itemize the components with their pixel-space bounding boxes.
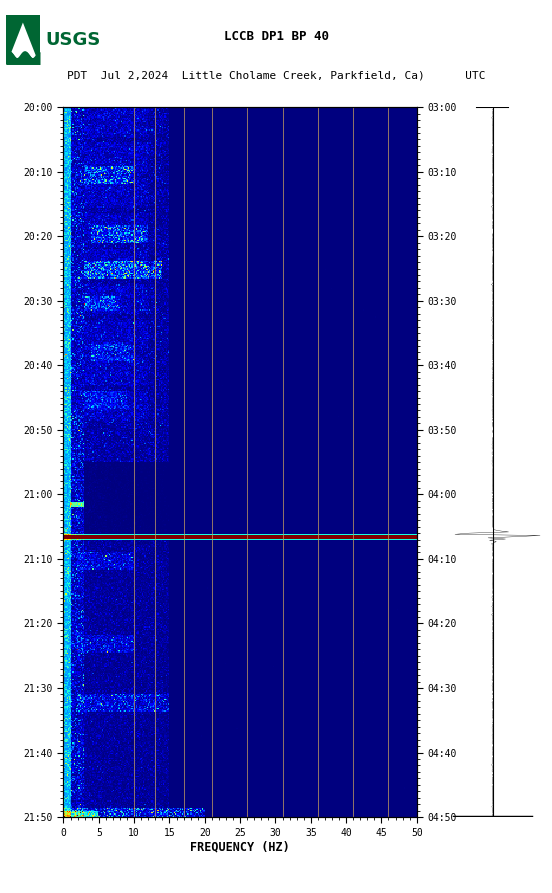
Text: USGS: USGS bbox=[45, 30, 100, 49]
X-axis label: FREQUENCY (HZ): FREQUENCY (HZ) bbox=[190, 840, 290, 854]
Text: LCCB DP1 BP 40: LCCB DP1 BP 40 bbox=[224, 30, 328, 43]
Text: PDT  Jul 2,2024  Little Cholame Creek, Parkfield, Ca)      UTC: PDT Jul 2,2024 Little Cholame Creek, Par… bbox=[67, 71, 485, 80]
FancyBboxPatch shape bbox=[6, 15, 40, 64]
Polygon shape bbox=[8, 22, 38, 59]
